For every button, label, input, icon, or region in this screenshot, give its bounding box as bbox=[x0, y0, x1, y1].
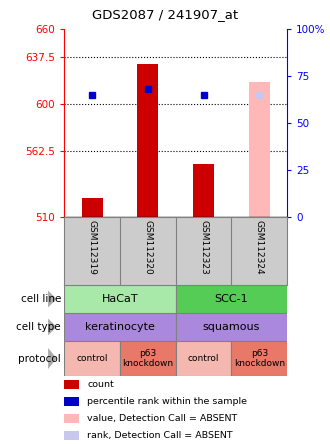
Text: squamous: squamous bbox=[203, 322, 260, 332]
Text: p63
knockdown: p63 knockdown bbox=[234, 349, 285, 368]
Bar bbox=[249, 82, 270, 217]
Polygon shape bbox=[48, 291, 57, 307]
Text: count: count bbox=[87, 380, 114, 389]
Text: p63
knockdown: p63 knockdown bbox=[122, 349, 174, 368]
Text: value, Detection Call = ABSENT: value, Detection Call = ABSENT bbox=[87, 414, 238, 423]
Text: GSM112320: GSM112320 bbox=[143, 220, 152, 275]
Text: rank, Detection Call = ABSENT: rank, Detection Call = ABSENT bbox=[87, 431, 233, 440]
Bar bbox=[64, 341, 120, 376]
Bar bbox=[82, 198, 103, 217]
Bar bbox=[64, 432, 79, 440]
Bar bbox=[64, 313, 176, 341]
Bar bbox=[137, 64, 158, 217]
Bar bbox=[120, 341, 176, 376]
Bar bbox=[64, 397, 79, 405]
Polygon shape bbox=[48, 348, 57, 369]
Bar bbox=[193, 164, 214, 217]
Text: cell line: cell line bbox=[21, 294, 61, 304]
Text: GSM112319: GSM112319 bbox=[88, 220, 97, 275]
Text: SCC-1: SCC-1 bbox=[214, 294, 248, 304]
Text: GDS2087 / 241907_at: GDS2087 / 241907_at bbox=[92, 8, 238, 21]
Text: cell type: cell type bbox=[16, 322, 61, 332]
Text: GSM112324: GSM112324 bbox=[255, 220, 264, 275]
Bar bbox=[176, 285, 287, 313]
Polygon shape bbox=[48, 319, 57, 335]
Bar bbox=[176, 313, 287, 341]
Bar bbox=[176, 341, 231, 376]
Text: keratinocyte: keratinocyte bbox=[85, 322, 155, 332]
Text: control: control bbox=[77, 354, 108, 363]
Text: control: control bbox=[188, 354, 219, 363]
Bar bbox=[231, 341, 287, 376]
Bar bbox=[64, 285, 176, 313]
Text: HaCaT: HaCaT bbox=[102, 294, 138, 304]
Text: percentile rank within the sample: percentile rank within the sample bbox=[87, 397, 248, 406]
Bar bbox=[64, 414, 79, 423]
Text: protocol: protocol bbox=[18, 353, 61, 364]
Text: GSM112323: GSM112323 bbox=[199, 220, 208, 275]
Bar bbox=[64, 381, 79, 388]
